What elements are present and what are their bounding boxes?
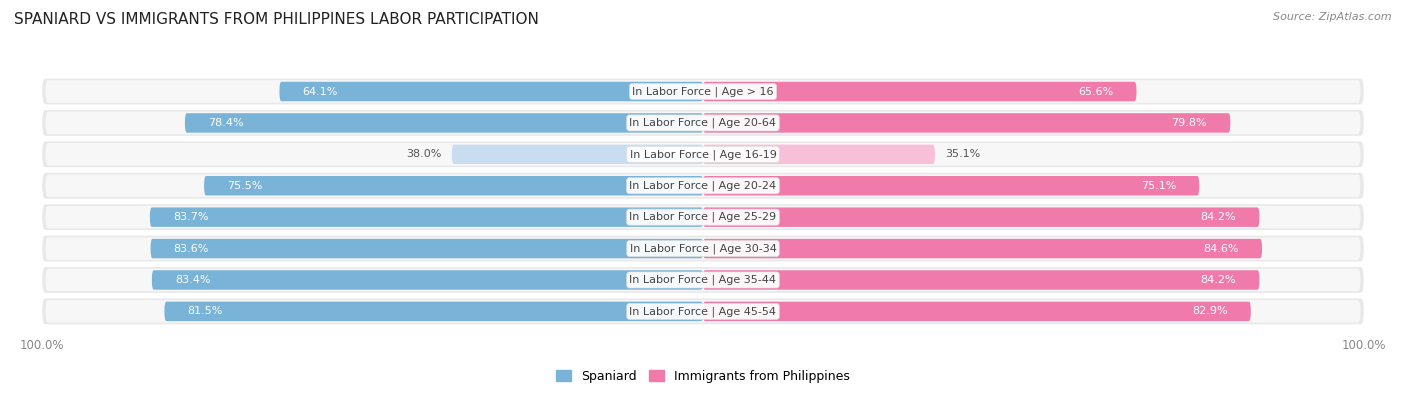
FancyBboxPatch shape	[45, 237, 1361, 260]
FancyBboxPatch shape	[42, 141, 1364, 167]
FancyBboxPatch shape	[152, 270, 703, 290]
FancyBboxPatch shape	[45, 143, 1361, 166]
Text: 78.4%: 78.4%	[208, 118, 243, 128]
FancyBboxPatch shape	[150, 239, 703, 258]
FancyBboxPatch shape	[42, 267, 1364, 293]
FancyBboxPatch shape	[451, 145, 703, 164]
FancyBboxPatch shape	[45, 175, 1361, 197]
Text: In Labor Force | Age 20-64: In Labor Force | Age 20-64	[630, 118, 776, 128]
Text: In Labor Force | Age 30-34: In Labor Force | Age 30-34	[630, 243, 776, 254]
Text: In Labor Force | Age > 16: In Labor Force | Age > 16	[633, 86, 773, 97]
Text: 84.6%: 84.6%	[1204, 244, 1239, 254]
FancyBboxPatch shape	[186, 113, 703, 133]
Text: 84.2%: 84.2%	[1201, 212, 1236, 222]
Text: 64.1%: 64.1%	[302, 87, 337, 96]
Text: 83.4%: 83.4%	[174, 275, 211, 285]
Text: 84.2%: 84.2%	[1201, 275, 1236, 285]
FancyBboxPatch shape	[703, 176, 1199, 196]
Text: 79.8%: 79.8%	[1171, 118, 1208, 128]
FancyBboxPatch shape	[703, 270, 1260, 290]
Text: In Labor Force | Age 20-24: In Labor Force | Age 20-24	[630, 181, 776, 191]
Text: Source: ZipAtlas.com: Source: ZipAtlas.com	[1274, 12, 1392, 22]
FancyBboxPatch shape	[703, 113, 1230, 133]
Text: In Labor Force | Age 45-54: In Labor Force | Age 45-54	[630, 306, 776, 317]
FancyBboxPatch shape	[42, 110, 1364, 136]
Legend: Spaniard, Immigrants from Philippines: Spaniard, Immigrants from Philippines	[555, 370, 851, 383]
Text: 75.5%: 75.5%	[228, 181, 263, 191]
Text: 75.1%: 75.1%	[1140, 181, 1177, 191]
Text: In Labor Force | Age 25-29: In Labor Force | Age 25-29	[630, 212, 776, 222]
FancyBboxPatch shape	[703, 207, 1260, 227]
FancyBboxPatch shape	[45, 112, 1361, 134]
FancyBboxPatch shape	[42, 79, 1364, 104]
Text: 82.9%: 82.9%	[1192, 307, 1227, 316]
Text: 83.6%: 83.6%	[174, 244, 209, 254]
Text: SPANIARD VS IMMIGRANTS FROM PHILIPPINES LABOR PARTICIPATION: SPANIARD VS IMMIGRANTS FROM PHILIPPINES …	[14, 12, 538, 27]
Text: 35.1%: 35.1%	[945, 149, 980, 159]
FancyBboxPatch shape	[42, 236, 1364, 261]
FancyBboxPatch shape	[204, 176, 703, 196]
Text: 83.7%: 83.7%	[173, 212, 208, 222]
FancyBboxPatch shape	[703, 302, 1251, 321]
FancyBboxPatch shape	[45, 269, 1361, 291]
FancyBboxPatch shape	[703, 239, 1263, 258]
FancyBboxPatch shape	[150, 207, 703, 227]
Text: 81.5%: 81.5%	[187, 307, 224, 316]
FancyBboxPatch shape	[703, 82, 1136, 101]
FancyBboxPatch shape	[42, 204, 1364, 230]
FancyBboxPatch shape	[45, 80, 1361, 103]
Text: 65.6%: 65.6%	[1078, 87, 1114, 96]
FancyBboxPatch shape	[703, 145, 935, 164]
FancyBboxPatch shape	[42, 299, 1364, 324]
FancyBboxPatch shape	[165, 302, 703, 321]
FancyBboxPatch shape	[280, 82, 703, 101]
Text: In Labor Force | Age 35-44: In Labor Force | Age 35-44	[630, 275, 776, 285]
FancyBboxPatch shape	[45, 300, 1361, 323]
FancyBboxPatch shape	[42, 173, 1364, 199]
FancyBboxPatch shape	[45, 206, 1361, 228]
Text: 38.0%: 38.0%	[406, 149, 441, 159]
Text: In Labor Force | Age 16-19: In Labor Force | Age 16-19	[630, 149, 776, 160]
